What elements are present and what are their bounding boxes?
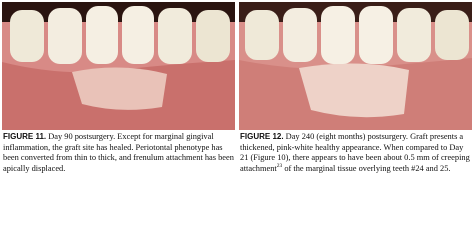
caption-figure-11: FIGURE 11. Day 90 postsurgery. Except fo…	[3, 132, 235, 174]
caption-text: of the marginal tissue overlying teeth #…	[284, 163, 451, 173]
caption-text: Day 90 postsurgery. Except for marginal …	[3, 132, 234, 173]
reference-number: 23	[276, 162, 283, 169]
caption-text: Day 240 (eight months) postsurgery. Graf…	[240, 132, 470, 173]
figure-label: FIGURE 12.	[240, 132, 284, 141]
photo-day-90	[2, 2, 235, 130]
caption-figure-12: FIGURE 12. Day 240 (eight months) postsu…	[240, 132, 472, 174]
figure-label: FIGURE 11.	[3, 132, 47, 141]
page: FIGURE 11. Day 90 postsurgery. Except fo…	[2, 2, 472, 174]
photo-day-240	[239, 2, 472, 130]
